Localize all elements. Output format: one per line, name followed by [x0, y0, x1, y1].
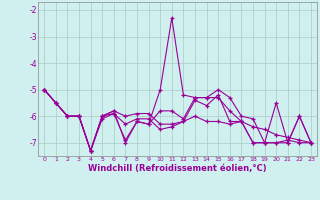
X-axis label: Windchill (Refroidissement éolien,°C): Windchill (Refroidissement éolien,°C): [88, 164, 267, 173]
